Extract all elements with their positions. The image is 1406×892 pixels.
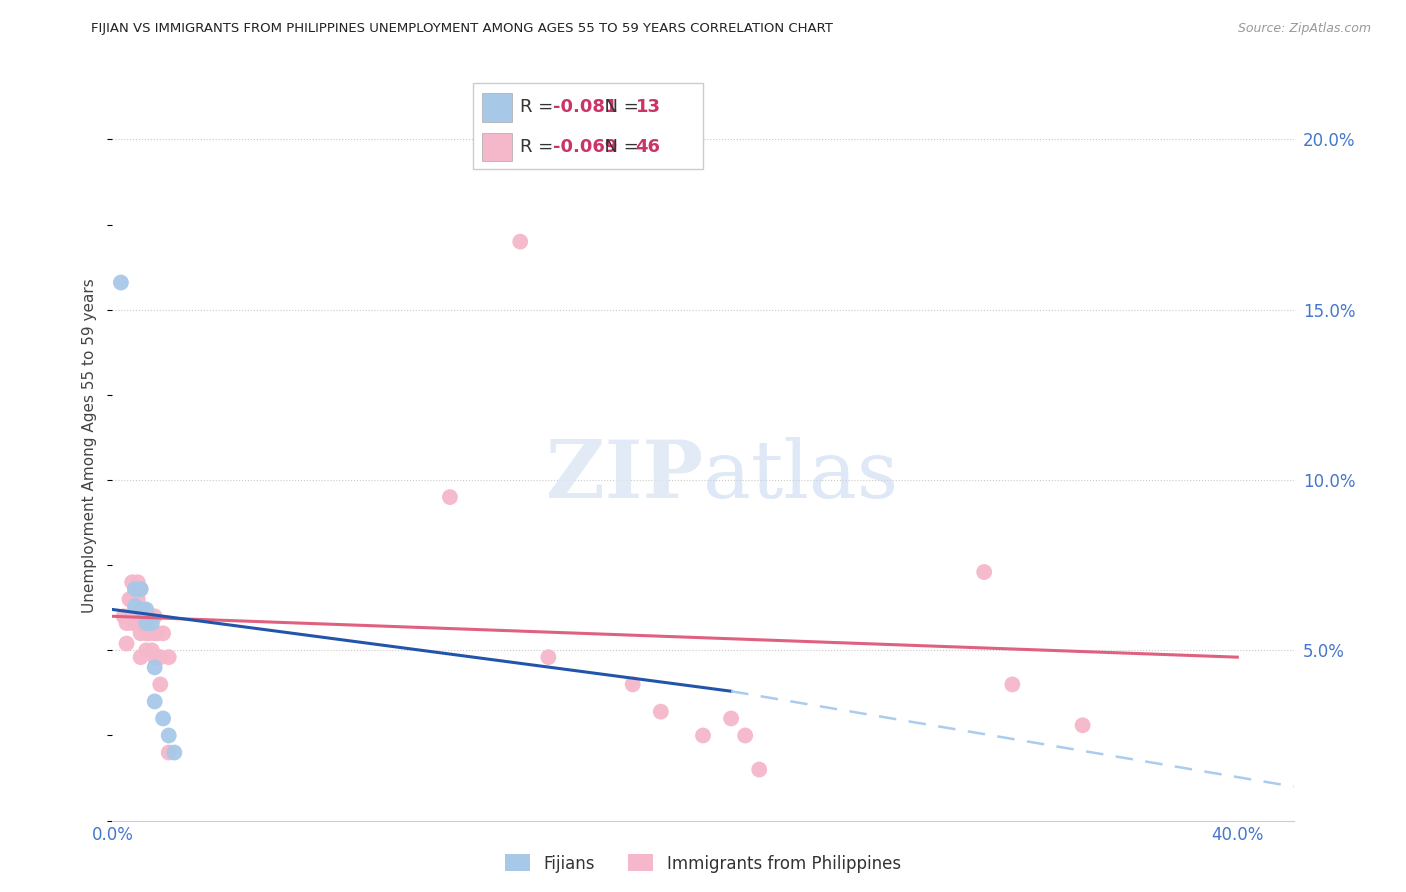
- Point: [1001, 677, 1024, 691]
- Legend: Fijians, Immigrants from Philippines: Fijians, Immigrants from Philippines: [499, 847, 907, 880]
- Point: [692, 729, 714, 743]
- Point: [124, 582, 146, 596]
- Point: [135, 616, 157, 631]
- Point: [129, 602, 152, 616]
- Point: [110, 276, 132, 290]
- Point: [135, 643, 157, 657]
- Point: [439, 490, 461, 504]
- Point: [509, 235, 531, 249]
- Point: [121, 592, 143, 607]
- Point: [163, 746, 186, 760]
- Point: [129, 582, 152, 596]
- Point: [143, 650, 166, 665]
- Point: [124, 599, 146, 613]
- Text: -0.081: -0.081: [553, 98, 617, 116]
- Point: [129, 626, 152, 640]
- Text: -0.069: -0.069: [553, 138, 617, 156]
- Point: [129, 602, 152, 616]
- Point: [143, 694, 166, 708]
- Text: FIJIAN VS IMMIGRANTS FROM PHILIPPINES UNEMPLOYMENT AMONG AGES 55 TO 59 YEARS COR: FIJIAN VS IMMIGRANTS FROM PHILIPPINES UN…: [91, 22, 834, 36]
- Point: [115, 616, 138, 631]
- Point: [621, 677, 644, 691]
- Point: [537, 650, 560, 665]
- Point: [157, 650, 180, 665]
- Text: 13: 13: [636, 98, 661, 116]
- Text: R =: R =: [520, 98, 560, 116]
- Point: [118, 592, 141, 607]
- Point: [135, 602, 157, 616]
- Text: N =: N =: [593, 98, 645, 116]
- FancyBboxPatch shape: [472, 83, 703, 169]
- Point: [138, 609, 160, 624]
- Point: [157, 746, 180, 760]
- Point: [143, 660, 166, 674]
- Point: [143, 626, 166, 640]
- Point: [157, 729, 180, 743]
- Point: [112, 609, 135, 624]
- Point: [121, 616, 143, 631]
- Point: [132, 602, 155, 616]
- Point: [149, 677, 172, 691]
- Text: ZIP: ZIP: [546, 437, 703, 515]
- Point: [124, 599, 146, 613]
- Point: [720, 711, 742, 725]
- Text: N =: N =: [593, 138, 645, 156]
- Point: [143, 609, 166, 624]
- Text: Source: ZipAtlas.com: Source: ZipAtlas.com: [1237, 22, 1371, 36]
- Point: [129, 582, 152, 596]
- Point: [650, 705, 672, 719]
- Text: 46: 46: [636, 138, 661, 156]
- Y-axis label: Unemployment Among Ages 55 to 59 years: Unemployment Among Ages 55 to 59 years: [82, 278, 97, 614]
- Point: [141, 616, 163, 631]
- Point: [115, 636, 138, 650]
- Point: [127, 575, 149, 590]
- Point: [129, 650, 152, 665]
- Point: [141, 643, 163, 657]
- Point: [1071, 718, 1094, 732]
- FancyBboxPatch shape: [482, 133, 512, 161]
- Point: [146, 626, 169, 640]
- Point: [127, 616, 149, 631]
- Point: [152, 626, 174, 640]
- Point: [118, 609, 141, 624]
- Point: [152, 711, 174, 725]
- Point: [124, 582, 146, 596]
- Point: [973, 565, 995, 579]
- Point: [127, 592, 149, 607]
- Point: [138, 626, 160, 640]
- Text: atlas: atlas: [703, 437, 898, 515]
- Point: [135, 626, 157, 640]
- Text: R =: R =: [520, 138, 560, 156]
- Point: [748, 763, 770, 777]
- Point: [734, 729, 756, 743]
- FancyBboxPatch shape: [482, 93, 512, 121]
- Point: [121, 575, 143, 590]
- Point: [149, 650, 172, 665]
- Point: [132, 616, 155, 631]
